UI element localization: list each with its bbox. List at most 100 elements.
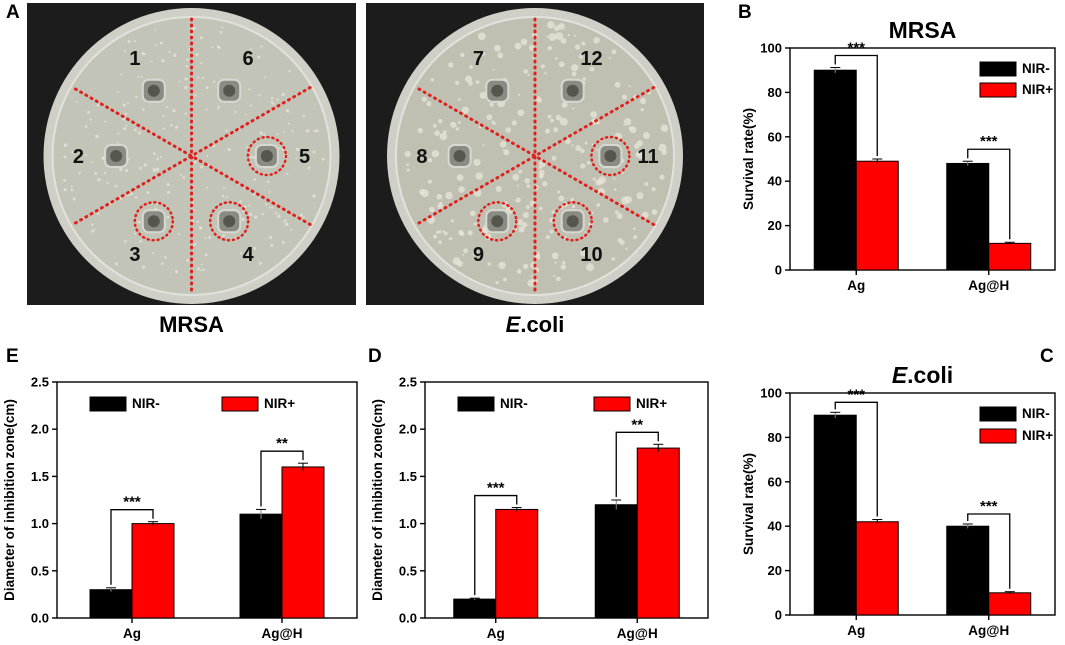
significance-marker: *** (847, 40, 865, 57)
y-axis-label: Diameter of inhibition zone(cm) (2, 399, 17, 601)
legend-swatch-nirplus (593, 396, 631, 412)
chart-b-mrsa-survival: MRSA 0 20 40 60 80 100 Survival rate(%) Ag *** Ag@… (741, 17, 1056, 293)
y-tick-label: 2.0 (399, 422, 417, 437)
agar-well-hole (453, 150, 466, 162)
plate-caption-ecoli: E.coli (366, 312, 704, 338)
agar-well-hole (260, 150, 273, 162)
legend-label-nirminus: NIR- (132, 396, 160, 411)
bar-nirplus-ag-h (281, 466, 325, 619)
panel-letter-a: A (6, 2, 20, 23)
y-tick-label: 0 (775, 608, 782, 623)
significance-bracket (834, 54, 878, 156)
petri-plate-photo-ecoli: 7 8 9 10 11 12 (366, 3, 704, 305)
well-number-label: 12 (580, 48, 602, 70)
legend-swatch-nirminus (979, 61, 1017, 77)
legend-swatch-nirminus (89, 396, 127, 412)
agar-well-hole (110, 150, 123, 162)
chart-title: MRSA (889, 17, 957, 43)
agar-well-hole (223, 84, 236, 97)
legend-swatch-nirplus (221, 396, 259, 412)
well-number-label: 5 (299, 146, 310, 168)
plate-caption-ecoli-text: .coli (520, 312, 565, 337)
y-tick-label: 0.5 (399, 563, 417, 578)
legend-swatch-nirminus (979, 406, 1017, 422)
inhibition-zone-marker (552, 201, 593, 242)
sector-divider-line-3 (414, 86, 656, 226)
legend-label-nirplus: NIR+ (636, 396, 667, 411)
bar-nirminus-ag (813, 69, 857, 271)
legend-label-nirplus: NIR+ (1022, 428, 1053, 443)
significance-bracket (834, 401, 878, 517)
bar-nirplus-ag-h (988, 592, 1032, 616)
inhibition-zone-marker (246, 135, 288, 177)
bar-nirplus-ag-h (988, 242, 1032, 271)
inhibition-zone-marker (477, 201, 518, 242)
significance-bracket (615, 431, 659, 497)
bar-nirplus-ag (855, 521, 899, 616)
y-tick-label: 40 (768, 519, 782, 534)
agar-well-hole (566, 84, 579, 97)
y-tick-label: 80 (768, 85, 782, 100)
well-number-label: 2 (73, 146, 84, 168)
y-tick-label: 2.5 (31, 375, 49, 390)
well-number-label: 4 (242, 244, 254, 266)
y-tick-label: 1.5 (399, 469, 417, 484)
legend-label-nirminus: NIR- (1022, 406, 1050, 421)
y-tick-label: 1.5 (31, 469, 49, 484)
bar-nirminus-ag-h (239, 513, 283, 619)
y-tick-label: 2.5 (399, 375, 417, 390)
bar-nirminus-ag (813, 414, 857, 616)
significance-marker: *** (123, 494, 141, 511)
well-number-label: 9 (473, 244, 484, 266)
well-number-label: 10 (580, 244, 602, 266)
bar-nirminus-ag-h (946, 162, 990, 271)
bar-nirplus-ag-h (636, 447, 680, 619)
chart-e-mrsa-inhibition-zone: 0.0 0.5 1.0 1.5 2.0 2.5 Diameter of inhibition… (2, 375, 358, 641)
significance-marker: *** (847, 386, 865, 403)
x-tick-label-ag: Ag (847, 278, 865, 293)
significance-marker: *** (980, 133, 998, 150)
significance-bracket (967, 513, 1011, 589)
plate-caption-ecoli-italic: E (505, 312, 521, 337)
agar-well-hole (147, 215, 160, 228)
y-tick-label: 60 (768, 474, 782, 489)
legend-swatch-nirminus (457, 396, 495, 412)
x-tick-label-ag-h: Ag@H (617, 626, 658, 641)
panel-letter-b: B (738, 2, 752, 23)
well-number-label: 7 (473, 48, 484, 70)
well-number-label: 8 (416, 146, 427, 168)
y-tick-label: 40 (768, 174, 782, 189)
significance-marker: *** (980, 498, 998, 515)
bar-nirminus-ag (453, 598, 497, 619)
agar-well-hole (223, 215, 236, 228)
agar-well-hole (491, 215, 504, 228)
bar-nirplus-ag (855, 160, 899, 271)
petri-plate-illustration-mrsa: 1 2 3 4 5 6 (27, 3, 356, 305)
legend-swatch-nirplus (979, 82, 1017, 98)
y-tick-label: 0.0 (399, 611, 417, 626)
well-number-label: 1 (129, 48, 140, 70)
significance-bracket (474, 494, 518, 596)
well-number-label: 3 (129, 244, 140, 266)
chart-c-ecoli-survival: E.coli 0 20 40 60 80 100 Survival rate(%) Ag *** A… (741, 362, 1056, 638)
well-number-label: 11 (638, 146, 659, 168)
significance-bracket (967, 148, 1011, 240)
bar-nirminus-ag-h (946, 525, 990, 616)
plot-frame (424, 381, 709, 619)
plate-caption-mrsa-text: MRSA (159, 312, 224, 337)
y-tick-label: 20 (768, 563, 782, 578)
petri-plate-illustration-ecoli: 7 8 9 10 11 12 (366, 3, 704, 305)
bar-nirminus-ag-h (594, 504, 638, 619)
panel-letter-c: C (1040, 346, 1054, 367)
x-tick-label-ag-h: Ag@H (968, 278, 1009, 293)
y-tick-label: 1.0 (31, 516, 49, 531)
legend-label-nirminus: NIR- (500, 396, 528, 411)
legend-label-nirplus: NIR+ (1022, 82, 1053, 97)
significance-bracket (110, 509, 154, 585)
inhibition-zone-marker (208, 201, 250, 242)
plot-frame (56, 381, 358, 619)
bar-nirminus-ag (89, 589, 133, 619)
significance-bracket (260, 450, 304, 507)
bar-nirplus-ag (131, 523, 175, 619)
y-tick-label: 100 (760, 41, 782, 56)
